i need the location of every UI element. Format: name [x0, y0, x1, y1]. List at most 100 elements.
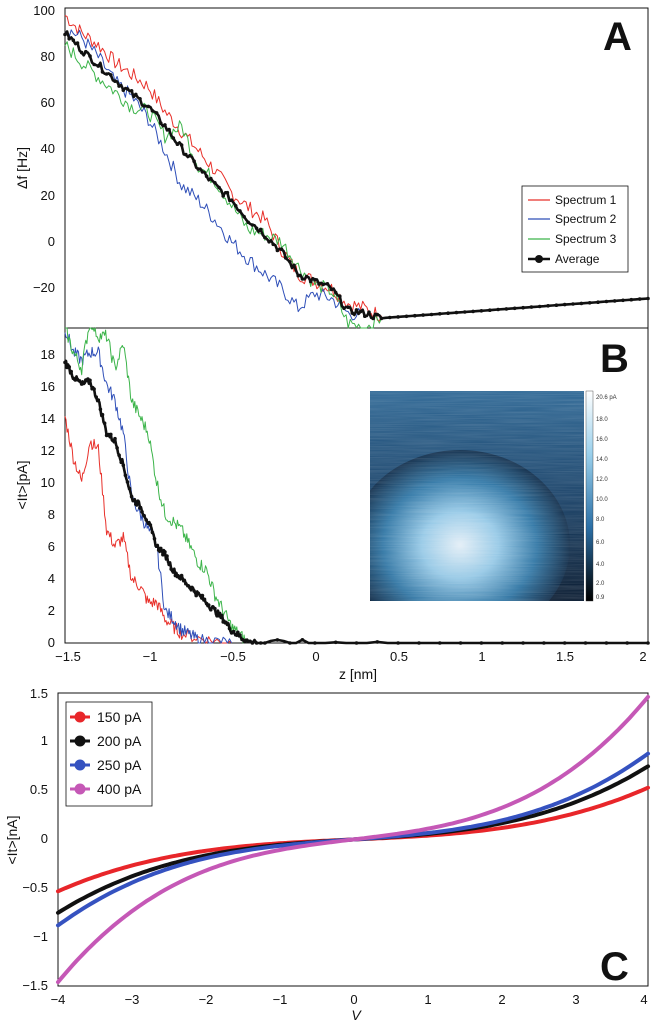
legend-label: 150 pA [97, 709, 142, 725]
average-marker [96, 398, 101, 402]
xtick-b: −1 [143, 649, 158, 664]
series-group-a [63, 15, 650, 329]
average-marker [123, 473, 128, 478]
average-marker [363, 314, 367, 319]
average-marker [317, 282, 321, 286]
average-marker [479, 641, 484, 645]
average-marker [225, 190, 230, 195]
average-marker [583, 641, 588, 645]
average-marker [529, 305, 534, 309]
legend-label: Spectrum 1 [555, 193, 617, 207]
ytick-c: 0 [41, 831, 48, 846]
average-marker [94, 395, 98, 399]
average-marker [142, 513, 146, 518]
ytick-c: 1 [41, 733, 48, 748]
average-marker [562, 302, 567, 307]
ytick-a: −20 [33, 280, 55, 295]
average-marker [429, 312, 434, 317]
average-marker [271, 242, 276, 247]
average-marker [154, 111, 159, 115]
average-marker [238, 633, 242, 637]
average-marker [375, 312, 380, 317]
xlabel-b: z [nm] [339, 666, 377, 682]
average-marker [646, 296, 650, 301]
ytick-a: 20 [41, 188, 55, 203]
average-marker [242, 214, 246, 219]
xtick-c: −1 [273, 992, 288, 1007]
average-marker [300, 638, 305, 642]
average-marker [371, 316, 376, 321]
colorbar-tick: 0.9 [596, 595, 605, 601]
average-marker [115, 446, 119, 450]
average-marker [354, 308, 359, 312]
average-marker [181, 578, 186, 583]
average-marker [554, 303, 559, 308]
average-marker [288, 260, 292, 264]
colorbar-ticks: 20.6 pA 18.0 16.0 14.0 12.0 10.0 8.0 6.0… [596, 395, 617, 601]
legend-marker-400 [74, 783, 86, 795]
average-marker [169, 567, 173, 571]
average-marker [646, 641, 650, 645]
average-marker [92, 62, 96, 67]
average-marker [121, 463, 126, 468]
ytick-a: 100 [33, 3, 55, 18]
ytick-c: −0.5 [22, 880, 48, 895]
average-marker [512, 306, 517, 311]
average-marker [521, 641, 525, 645]
panel-label-b: B [600, 337, 629, 381]
series-group-b [63, 327, 650, 645]
panel-label-c: C [600, 945, 629, 989]
colorbar-tick: 2.0 [596, 581, 605, 587]
average-marker [562, 641, 567, 645]
average-marker [79, 50, 84, 55]
average-marker [233, 633, 238, 637]
average-marker [171, 136, 176, 140]
ytick-b: 8 [48, 507, 55, 522]
x-ticks-c: −4 −3 −2 −1 0 1 2 3 4 [51, 992, 648, 1007]
average-marker [521, 305, 525, 310]
average-marker [471, 309, 475, 314]
average-marker [136, 499, 140, 504]
series-line-spectrum-1 [64, 416, 232, 644]
xtick-b: 0.5 [390, 649, 408, 664]
average-marker [354, 641, 359, 645]
average-marker [121, 88, 126, 92]
average-marker [179, 143, 184, 147]
average-marker [367, 310, 371, 315]
xtick-b: −0.5 [220, 649, 246, 664]
average-marker [263, 641, 267, 645]
average-marker [71, 38, 76, 42]
series-line-spectrum-3 [64, 41, 382, 329]
xtick-b: 1.5 [556, 649, 574, 664]
average-marker [296, 273, 301, 278]
average-marker [84, 49, 88, 54]
average-marker [67, 37, 71, 41]
average-marker [167, 562, 171, 567]
average-marker [333, 640, 338, 645]
average-marker [144, 518, 148, 522]
average-marker [250, 641, 255, 645]
colorbar-tick: 16.0 [596, 437, 608, 443]
y-ticks-b: 0 2 4 6 8 10 12 14 16 18 [41, 347, 55, 650]
average-marker [75, 41, 80, 45]
average-marker [308, 279, 313, 284]
average-marker [117, 453, 121, 458]
average-marker [77, 379, 82, 383]
average-marker [88, 54, 92, 58]
average-marker [604, 641, 609, 645]
xtick-c: 2 [498, 992, 505, 1007]
ytick-c: −1 [33, 929, 48, 944]
average-marker [63, 360, 67, 365]
average-marker [329, 287, 334, 292]
average-marker [194, 593, 198, 598]
legend-label: Average [555, 252, 600, 266]
average-marker [96, 64, 101, 68]
average-marker [209, 607, 213, 612]
average-marker [109, 73, 113, 77]
average-marker [140, 510, 144, 514]
average-marker [217, 185, 221, 190]
xtick-b: 0 [312, 649, 319, 664]
average-marker [375, 640, 380, 644]
ytick-a: 0 [48, 234, 55, 249]
legend-label: 250 pA [97, 757, 142, 773]
